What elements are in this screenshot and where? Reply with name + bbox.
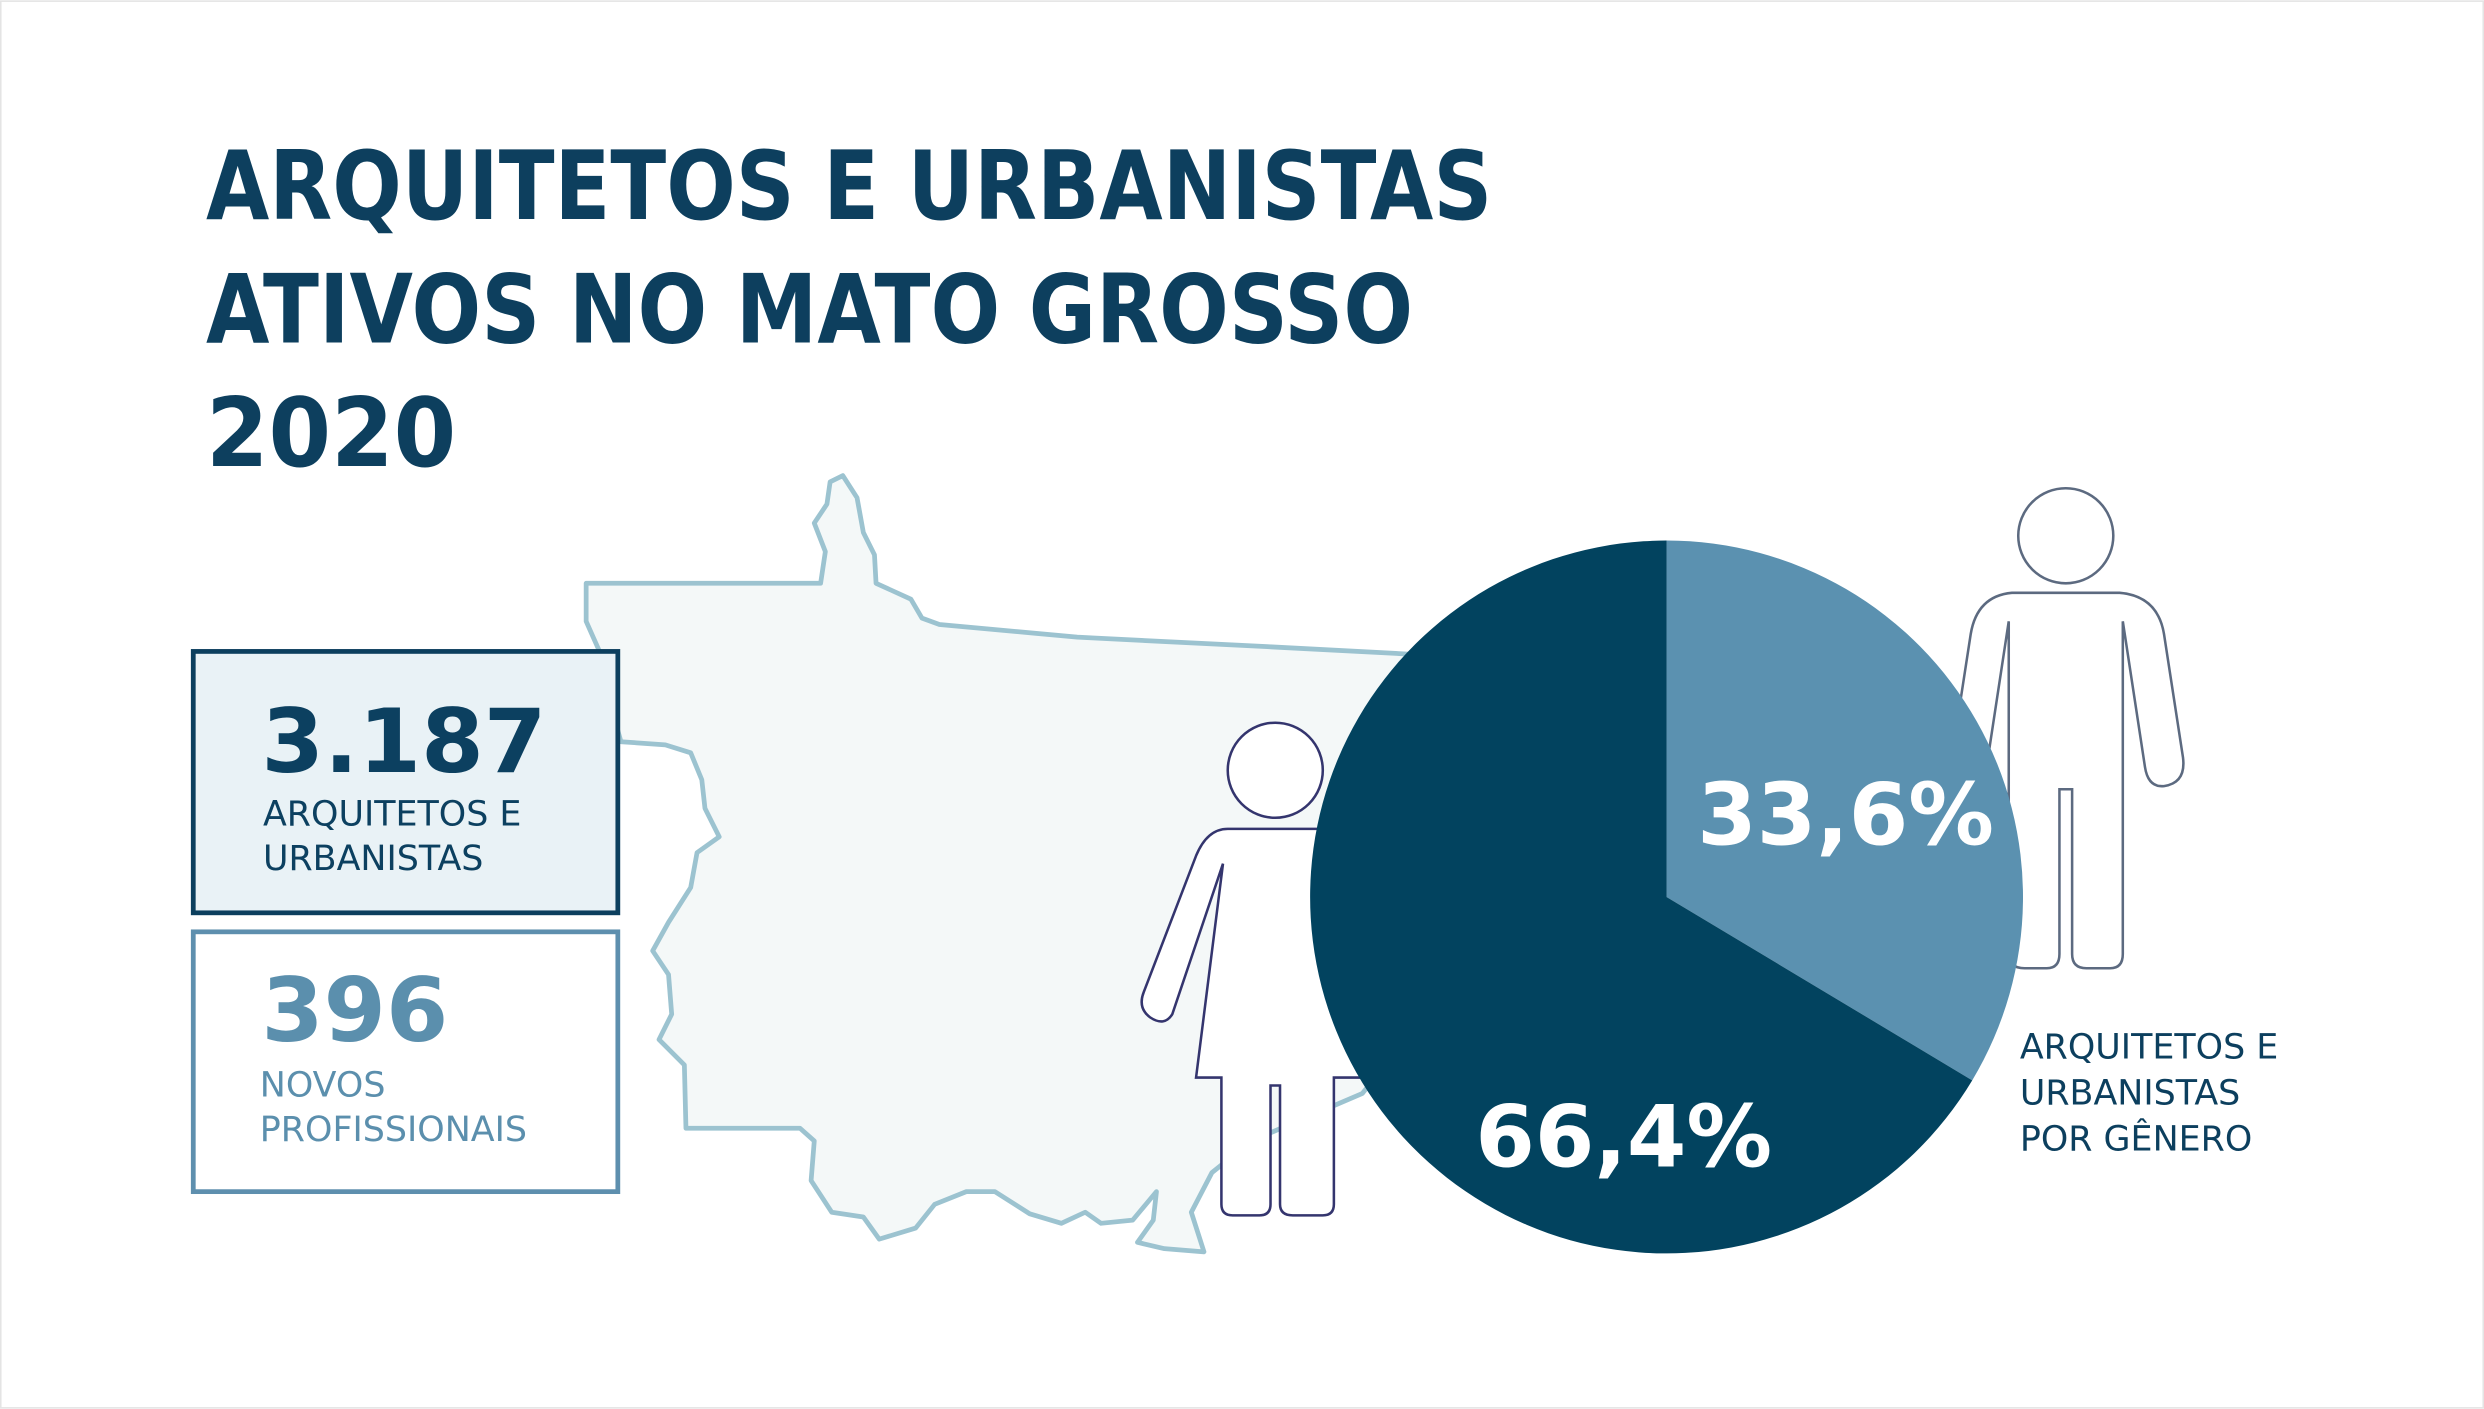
woman-head [1226,721,1325,820]
stat-label: ARQUITETOS E [263,795,521,835]
woman-icon [1140,721,1364,1217]
stat-label: NOVOS [260,1066,386,1106]
stat-box [190,929,621,1195]
pie-slice [1310,540,1973,1254]
value-label: 33,6% [1697,767,1994,866]
caption: URBANISTAS [2020,1074,2240,1114]
stat-label: URBANISTAS [263,839,483,879]
man-head [2016,486,2115,585]
stat-label: PROFISSIONAIS [260,1110,527,1150]
pie-slice [1666,540,2024,1081]
title-line: ATIVOS NO MATO GROSSO [206,256,1413,366]
title-line: 2020 [206,379,456,489]
caption: POR GÊNERO [2020,1117,2252,1159]
stat-box [190,649,621,916]
caption: ARQUITETOS E [2020,1028,2278,1068]
value-label: 66,4% [1475,1088,1772,1187]
stat-value: 396 [261,959,448,1062]
woman-body [1140,827,1364,1217]
pie: 33,6% 66,4% [1310,540,2024,1254]
stat-value: 3.187 [261,690,546,793]
title-line: ARQUITETOS E URBANISTAS [206,132,1492,242]
